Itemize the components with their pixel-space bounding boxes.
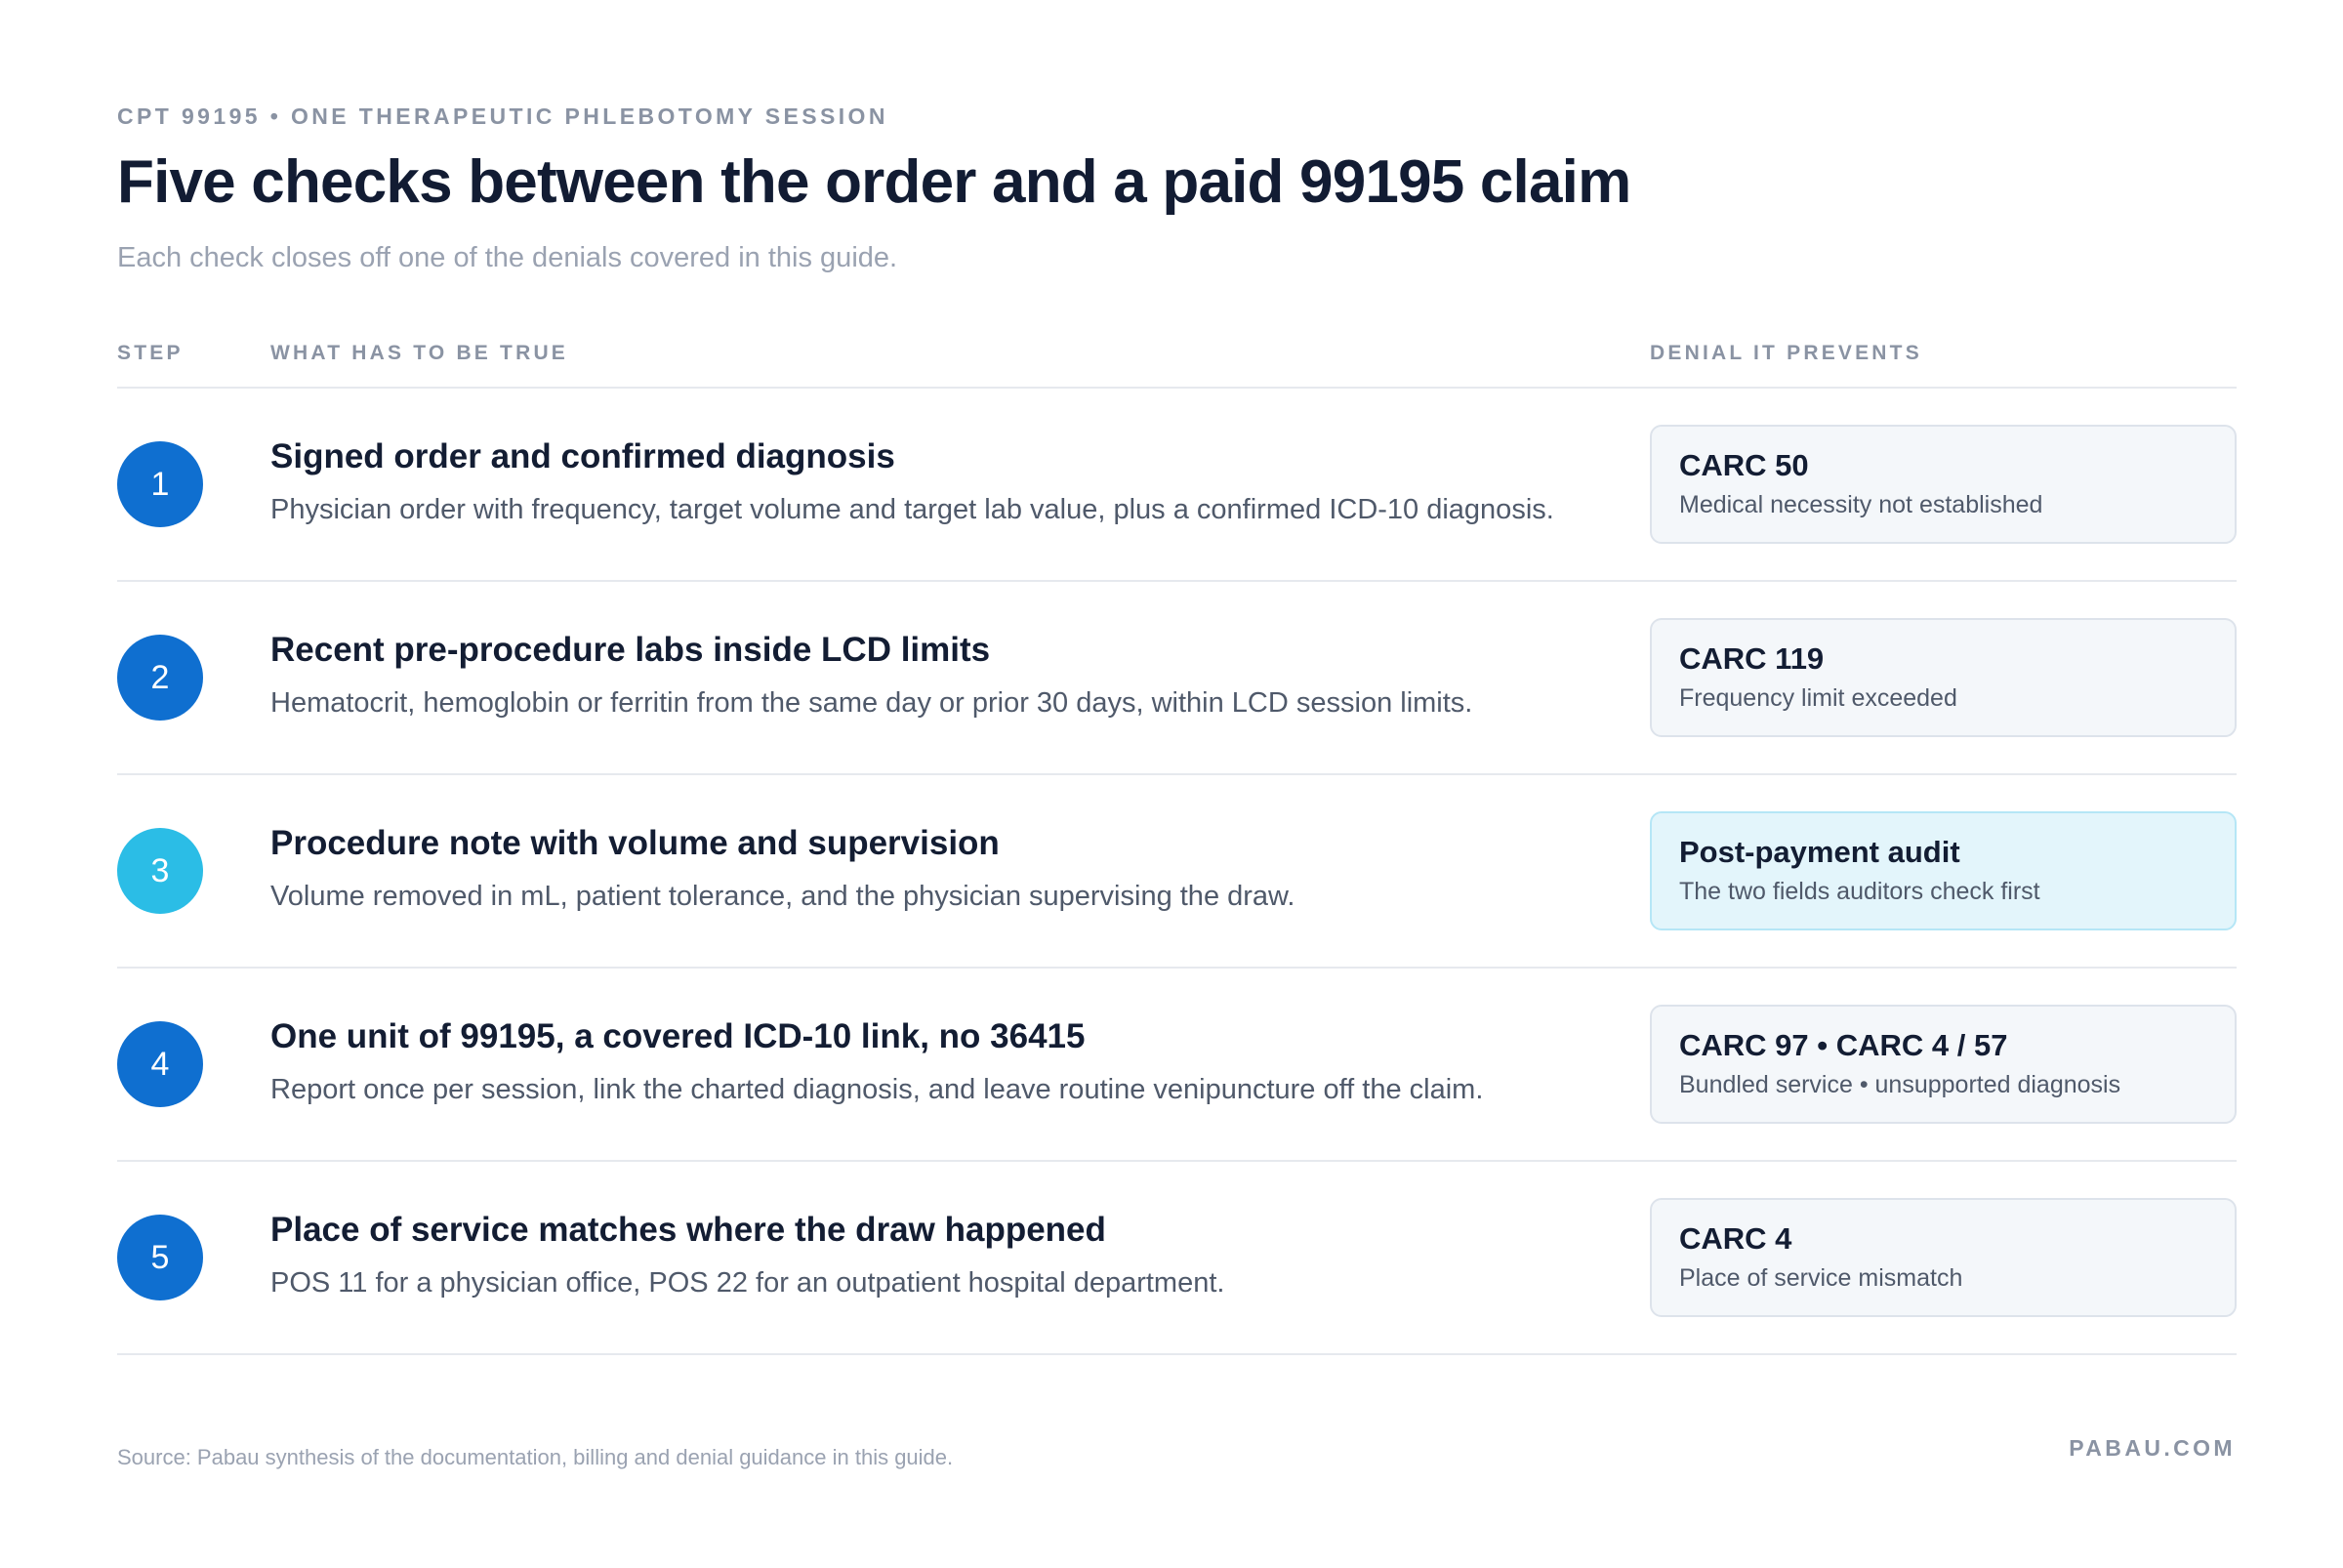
denial-card: CARC 50 Medical necessity not establishe… [1650,425,2237,544]
check-description: POS 11 for a physician office, POS 22 fo… [270,1267,1225,1299]
denial-description: Place of service mismatch [1679,1264,1963,1293]
check-description: Volume removed in mL, patient tolerance,… [270,881,1295,912]
column-header-denial: DENIAL IT PREVENTS [1650,342,1922,364]
step-badge: 4 [117,1021,203,1107]
check-row: 4 One unit of 99195, a covered ICD-10 li… [117,969,2237,1162]
step-badge: 5 [117,1215,203,1300]
check-description: Hematocrit, hemoglobin or ferritin from … [270,687,1473,719]
check-title: One unit of 99195, a covered ICD-10 link… [270,1017,1086,1055]
denial-card: CARC 4 Place of service mismatch [1650,1198,2237,1317]
divider [117,387,2237,389]
step-badge: 1 [117,441,203,527]
checks-list: 1 Signed order and confirmed diagnosis P… [117,387,2237,1355]
denial-code: Post-payment audit [1679,835,1960,869]
source-note: Source: Pabau synthesis of the documenta… [117,1445,954,1469]
column-header-what: WHAT HAS TO BE TRUE [270,342,569,364]
denial-description: Bundled service • unsupported diagnosis [1679,1071,2121,1099]
denial-description: Medical necessity not established [1679,491,2043,519]
page-title: Five checks between the order and a paid… [117,148,1631,216]
denial-description: The two fields auditors check first [1679,878,2040,906]
check-row: 1 Signed order and confirmed diagnosis P… [117,389,2237,582]
page-subtitle: Each check closes off one of the denials… [117,242,898,273]
denial-code: CARC 119 [1679,641,1825,676]
column-header-step: STEP [117,342,184,364]
denial-card-highlighted: Post-payment audit The two fields audito… [1650,811,2237,930]
check-title: Place of service matches where the draw … [270,1211,1106,1249]
brand-wordmark: PABAU.COM [2069,1435,2236,1461]
check-description: Physician order with frequency, target v… [270,494,1554,525]
denial-code: CARC 4 [1679,1221,1792,1256]
denial-card: CARC 119 Frequency limit exceeded [1650,618,2237,737]
check-row: 5 Place of service matches where the dra… [117,1162,2237,1355]
check-title: Recent pre-procedure labs inside LCD lim… [270,631,991,669]
step-badge: 2 [117,635,203,721]
denial-code: CARC 97 • CARC 4 / 57 [1679,1028,2008,1062]
denial-code: CARC 50 [1679,448,1809,482]
check-description: Report once per session, link the charte… [270,1074,1484,1105]
eyebrow: CPT 99195 • ONE THERAPEUTIC PHLEBOTOMY S… [117,103,888,129]
denial-description: Frequency limit exceeded [1679,684,1957,713]
check-row: 3 Procedure note with volume and supervi… [117,775,2237,969]
denial-card: CARC 97 • CARC 4 / 57 Bundled service • … [1650,1005,2237,1124]
check-title: Procedure note with volume and supervisi… [270,824,1000,862]
check-title: Signed order and confirmed diagnosis [270,437,895,475]
step-badge: 3 [117,828,203,914]
check-row: 2 Recent pre-procedure labs inside LCD l… [117,582,2237,775]
